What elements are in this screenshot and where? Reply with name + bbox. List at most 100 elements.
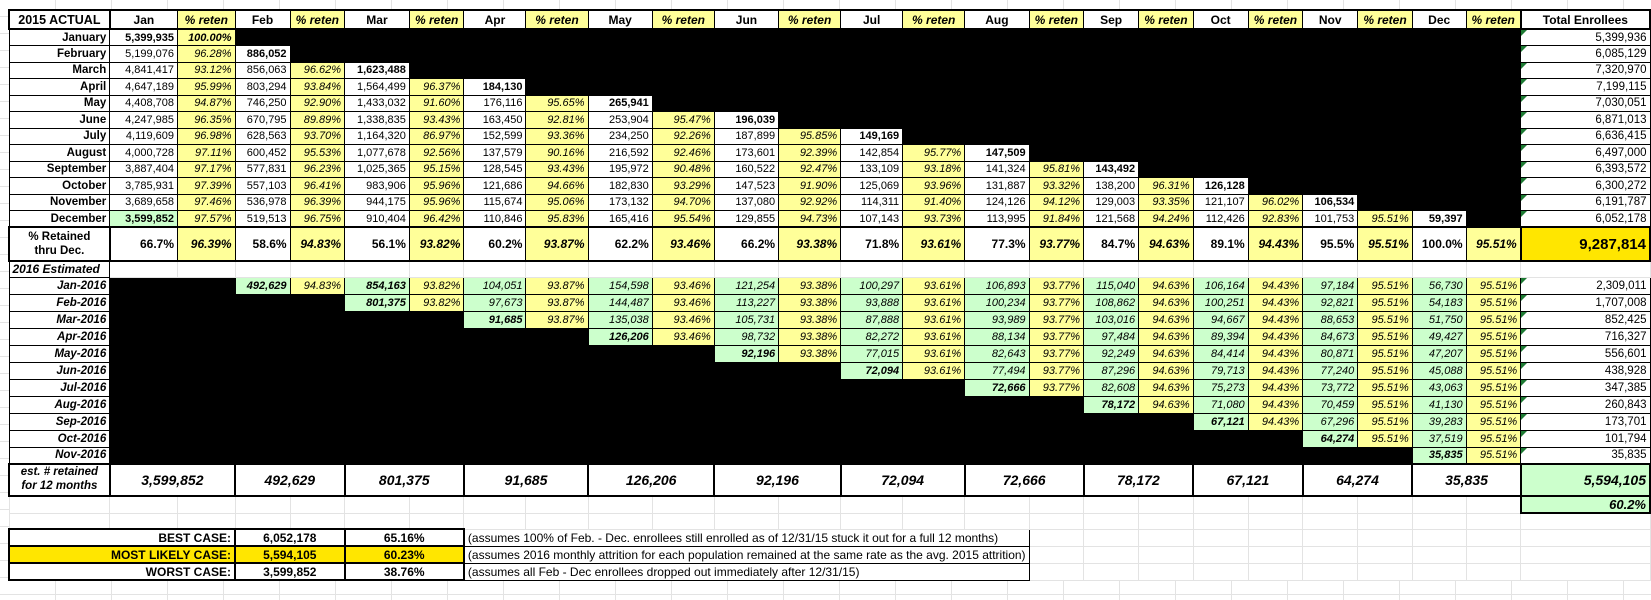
retention-pct-cell[interactable]: 89.89% bbox=[289, 111, 346, 129]
retention-pct-cell[interactable]: 93.87% bbox=[525, 310, 589, 329]
grid-cell[interactable] bbox=[840, 512, 904, 530]
empty-black-cell[interactable] bbox=[651, 28, 715, 46]
total-enrollees-cell[interactable]: 6,497,000 bbox=[1520, 144, 1651, 162]
empty-black-cell[interactable] bbox=[1028, 127, 1085, 145]
empty-black-cell[interactable] bbox=[651, 78, 715, 96]
estimate-count-cell[interactable]: 35,835 bbox=[1411, 446, 1467, 465]
estimate-count-cell[interactable]: 135,038 bbox=[587, 310, 653, 329]
empty-black-cell[interactable] bbox=[463, 327, 527, 346]
retention-pct-cell[interactable]: 96.02% bbox=[1247, 193, 1304, 211]
grid-cell[interactable] bbox=[109, 495, 179, 514]
empty-black-cell[interactable] bbox=[1357, 446, 1413, 465]
empty-black-cell[interactable] bbox=[778, 78, 842, 96]
retained-pct-cell[interactable]: 56.1% bbox=[344, 226, 410, 262]
estimate-count-cell[interactable]: 45,088 bbox=[1411, 361, 1467, 380]
estimate-count-cell[interactable]: 72,094 bbox=[840, 361, 904, 380]
empty-black-cell[interactable] bbox=[1302, 144, 1359, 162]
estimate-count-cell[interactable]: 100,251 bbox=[1192, 293, 1249, 312]
empty-black-cell[interactable] bbox=[651, 395, 715, 414]
empty-black-cell[interactable] bbox=[1302, 177, 1359, 195]
retention-pct-cell[interactable]: 91.84% bbox=[1028, 210, 1085, 228]
grid-cell[interactable] bbox=[344, 495, 410, 514]
grid-cell[interactable] bbox=[1028, 528, 1085, 547]
estimate-count-cell[interactable]: 121,254 bbox=[713, 276, 780, 295]
estimate-count-cell[interactable]: 88,134 bbox=[964, 327, 1030, 346]
empty-black-cell[interactable] bbox=[587, 378, 653, 397]
retention-pct-cell[interactable]: 97.57% bbox=[177, 210, 236, 228]
retention-pct-cell[interactable]: 95.06% bbox=[525, 193, 589, 211]
empty-black-cell[interactable] bbox=[1357, 127, 1413, 145]
empty-black-cell[interactable] bbox=[587, 446, 653, 465]
empty-black-cell[interactable] bbox=[1465, 111, 1522, 129]
estimate-count-cell[interactable]: 72,666 bbox=[964, 378, 1030, 397]
empty-black-cell[interactable] bbox=[463, 28, 527, 46]
case-note[interactable]: (assumes 100% of Feb. - Dec. enrollees s… bbox=[463, 528, 1030, 547]
estimate-count-cell[interactable]: 49,427 bbox=[1411, 327, 1467, 346]
empty-black-cell[interactable] bbox=[1302, 28, 1359, 46]
row-label-2015[interactable]: March bbox=[8, 61, 111, 79]
retention-pct-cell[interactable]: 93.77% bbox=[1028, 310, 1085, 329]
empty-black-cell[interactable] bbox=[1411, 111, 1467, 129]
empty-black-cell[interactable] bbox=[109, 378, 179, 397]
retention-pct-cell[interactable]: 91.60% bbox=[408, 94, 465, 112]
row-label-2016[interactable]: May-2016 bbox=[8, 344, 111, 363]
empty-black-cell[interactable] bbox=[177, 276, 236, 295]
empty-black-cell[interactable] bbox=[902, 94, 966, 112]
empty-black-cell[interactable] bbox=[109, 344, 179, 363]
retention-pct-cell[interactable]: 93.70% bbox=[289, 127, 346, 145]
empty-black-cell[interactable] bbox=[778, 94, 842, 112]
enrollee-count-cell[interactable]: 147,509 bbox=[964, 144, 1030, 162]
empty-black-cell[interactable] bbox=[234, 293, 291, 312]
row-label-2016[interactable]: Feb-2016 bbox=[8, 293, 111, 312]
empty-black-cell[interactable] bbox=[713, 395, 780, 414]
enrollee-count-cell[interactable]: 983,906 bbox=[344, 177, 410, 195]
retention-pct-cell[interactable]: 95.51% bbox=[1357, 293, 1413, 312]
retention-pct-cell[interactable]: 93.35% bbox=[1138, 193, 1194, 211]
retention-pct-cell[interactable]: 97.46% bbox=[177, 193, 236, 211]
retained-pct-cell[interactable]: 95.5% bbox=[1302, 226, 1359, 262]
empty-black-cell[interactable] bbox=[964, 111, 1030, 129]
retention-pct-cell[interactable]: 93.38% bbox=[778, 327, 842, 346]
empty-black-cell[interactable] bbox=[840, 78, 904, 96]
enrollee-count-cell[interactable]: 131,887 bbox=[964, 177, 1030, 195]
empty-black-cell[interactable] bbox=[408, 395, 465, 414]
retention-pct-cell[interactable]: 94.43% bbox=[1247, 327, 1304, 346]
retention-pct-cell[interactable]: 96.39% bbox=[289, 193, 346, 211]
empty-black-cell[interactable] bbox=[289, 395, 346, 414]
empty-black-cell[interactable] bbox=[408, 45, 465, 63]
est-retained-value-cell[interactable]: 492,629 bbox=[234, 463, 346, 497]
estimate-count-cell[interactable]: 104,051 bbox=[463, 276, 527, 295]
est-retained-label[interactable]: est. # retained for 12 months bbox=[8, 463, 111, 497]
row-label-2015[interactable]: December bbox=[8, 210, 111, 228]
retention-pct-cell[interactable]: 97.11% bbox=[177, 144, 236, 162]
retention-pct-cell[interactable]: 94.63% bbox=[1138, 378, 1194, 397]
enrollee-count-cell[interactable]: 141,324 bbox=[964, 160, 1030, 178]
empty-black-cell[interactable] bbox=[1247, 94, 1304, 112]
estimate-count-cell[interactable]: 97,484 bbox=[1083, 327, 1140, 346]
retention-pct-cell[interactable]: 95.51% bbox=[1465, 361, 1522, 380]
total-enrollees-cell[interactable]: 347,385 bbox=[1520, 378, 1651, 397]
estimate-count-cell[interactable]: 94,667 bbox=[1192, 310, 1249, 329]
grid-cell[interactable] bbox=[1411, 562, 1467, 581]
grid-cell[interactable] bbox=[1302, 562, 1359, 581]
grid-cell[interactable] bbox=[109, 512, 179, 530]
estimate-count-cell[interactable]: 84,414 bbox=[1192, 344, 1249, 363]
estimate-count-cell[interactable]: 92,249 bbox=[1083, 344, 1140, 363]
empty-black-cell[interactable] bbox=[525, 344, 589, 363]
enrollee-count-cell[interactable]: 4,647,189 bbox=[109, 78, 179, 96]
empty-black-cell[interactable] bbox=[1465, 94, 1522, 112]
empty-black-cell[interactable] bbox=[964, 94, 1030, 112]
empty-black-cell[interactable] bbox=[408, 378, 465, 397]
retention-pct-cell[interactable]: 94.43% bbox=[1247, 378, 1304, 397]
retention-pct-cell[interactable]: 94.66% bbox=[525, 177, 589, 195]
empty-black-cell[interactable] bbox=[1465, 78, 1522, 96]
retention-pct-cell[interactable]: 95.51% bbox=[1357, 395, 1413, 414]
empty-black-cell[interactable] bbox=[1138, 61, 1194, 79]
empty-black-cell[interactable] bbox=[1028, 28, 1085, 46]
case-note[interactable]: (assumes all Feb - Dec enrollees dropped… bbox=[463, 562, 1030, 581]
grid-cell[interactable] bbox=[1192, 562, 1249, 581]
estimate-count-cell[interactable]: 82,272 bbox=[840, 327, 904, 346]
enrollee-count-cell[interactable]: 746,250 bbox=[234, 94, 291, 112]
empty-black-cell[interactable] bbox=[1083, 429, 1140, 448]
retention-pct-cell[interactable]: 93.84% bbox=[289, 78, 346, 96]
